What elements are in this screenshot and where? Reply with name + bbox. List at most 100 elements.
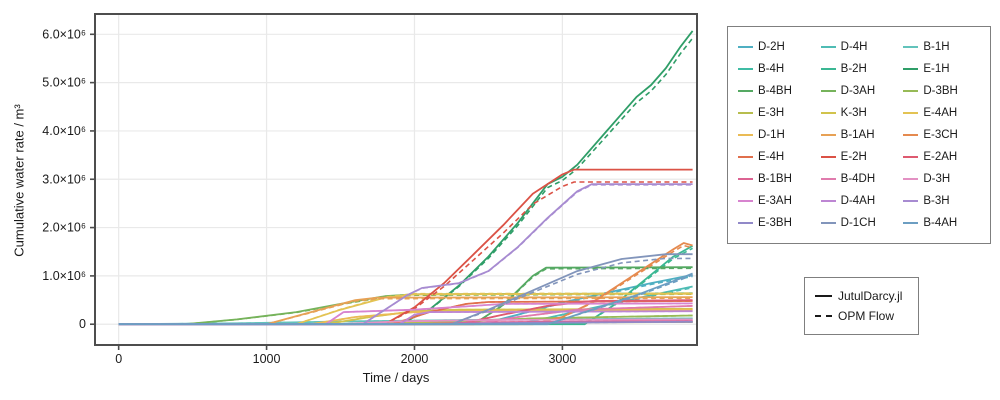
legend-model-label: OPM Flow	[838, 309, 895, 323]
legend-line-swatch	[820, 156, 836, 158]
legend-well-label: B-3H	[923, 195, 950, 207]
series-b-4bh-opmflow	[118, 267, 693, 326]
legend-line-swatch	[820, 90, 836, 92]
legend-well-label: E-3H	[758, 107, 785, 119]
legend-well-label: D-3H	[923, 173, 951, 185]
legend-line-swatch	[820, 178, 836, 180]
legend-item-d-3ah: D-3AH	[820, 85, 898, 97]
legend-well-label: D-1H	[758, 129, 785, 141]
y-tick-label: 4.0×10⁶	[42, 124, 86, 138]
legend-item-d-3bh: D-3BH	[903, 85, 980, 97]
legend-well-label: B-1H	[923, 41, 950, 53]
legend-item-opm-flow: OPM Flow	[815, 309, 908, 323]
legend-line-swatch	[820, 222, 836, 224]
legend-item-k-3h: K-3H	[820, 107, 898, 119]
legend-line-swatch	[903, 156, 919, 158]
legend-well-label: E-2H	[840, 151, 867, 163]
series-e-2h-opmflow	[118, 181, 693, 326]
legend-line-swatch	[738, 156, 753, 158]
legend-line-swatch	[820, 200, 836, 202]
legend-line-swatch	[903, 222, 919, 224]
legend-item-b-2h: B-2H	[820, 63, 898, 75]
y-tick-label: 3.0×10⁶	[42, 172, 86, 186]
series-b-3h-opmflow	[118, 184, 693, 326]
legend-well-label: D-3AH	[840, 85, 876, 97]
legend-well-label: E-3BH	[758, 217, 792, 229]
legend-line-swatch	[820, 46, 836, 48]
legend-item-b-4dh: B-4DH	[820, 173, 898, 185]
legend-item-e-4h: E-4H	[738, 151, 815, 163]
legend-well-label: D-2H	[758, 41, 785, 53]
legend-item-b-3h: B-3H	[903, 195, 980, 207]
legend-line-swatch	[738, 200, 753, 202]
legend-line-swatch	[903, 112, 919, 114]
legend-well-label: B-4BH	[758, 85, 792, 97]
legend-well-label: B-4AH	[923, 217, 958, 229]
legend-line-swatch	[738, 222, 753, 224]
series-e-3ch-opmflow	[118, 244, 693, 326]
series-lines	[118, 30, 694, 326]
legend-well-label: E-3AH	[758, 195, 792, 207]
legend-line-swatch	[738, 178, 753, 180]
series-d-1ch-jutuldarcy	[118, 253, 693, 326]
legend-item-e-3ch: E-3CH	[903, 129, 980, 141]
series-e-1h-jutuldarcy	[118, 30, 694, 326]
legend-line-swatch	[738, 46, 753, 48]
models-legend: JutulDarcy.jl OPM Flow	[804, 277, 919, 335]
legend-line-swatch	[903, 178, 919, 180]
x-axis-label: Time / days	[362, 370, 430, 385]
series-e-1h-opmflow	[118, 37, 694, 326]
legend-well-label: B-1AH	[840, 129, 875, 141]
x-tick-label: 3000	[548, 352, 576, 366]
legend-item-e-1h: E-1H	[903, 63, 980, 75]
legend-well-label: E-4AH	[923, 107, 958, 119]
legend-item-b-1bh: B-1BH	[738, 173, 815, 185]
legend-line-swatch	[820, 68, 836, 70]
legend-well-label: E-1H	[923, 63, 950, 75]
legend-item-e-4ah: E-4AH	[903, 107, 980, 119]
legend-well-label: E-3CH	[923, 129, 958, 141]
legend-item-d-3h: D-3H	[903, 173, 980, 185]
x-tick-label: 0	[115, 352, 122, 366]
legend-item-e-3h: E-3H	[738, 107, 815, 119]
legend-line-swatch	[903, 134, 919, 136]
tick-labels: 0 1000 2000 3000 0 1.0×10⁶ 2.0×10⁶ 3.0×10⁶ 4.0×1…	[42, 27, 576, 366]
legend-item-d-1ch: D-1CH	[820, 217, 898, 229]
legend-line-swatch	[738, 90, 753, 92]
legend-line-swatch	[738, 134, 753, 136]
legend-well-label: D-4H	[840, 41, 868, 53]
legend-item-e-3ah: E-3AH	[738, 195, 815, 207]
legend-well-label: E-4H	[758, 151, 785, 163]
x-tick-label: 1000	[253, 352, 281, 366]
legend-line-swatch	[903, 200, 919, 202]
legend-item-b-1h: B-1H	[903, 41, 980, 53]
y-tick-label: 6.0×10⁶	[42, 27, 86, 41]
y-axis-label: Cumulative water rate / m³	[11, 104, 27, 257]
legend-item-e-2ah: E-2AH	[903, 151, 980, 163]
legend-item-d-4h: D-4H	[820, 41, 898, 53]
y-tick-label: 2.0×10⁶	[42, 221, 86, 235]
y-tick-label: 5.0×10⁶	[42, 76, 86, 90]
x-tick-label: 2000	[401, 352, 429, 366]
series-b-4dh-opmflow	[118, 305, 693, 326]
legend-well-label: K-3H	[840, 107, 867, 119]
legend-line-swatch	[903, 46, 919, 48]
legend-well-label: D-1CH	[840, 217, 876, 229]
legend-line-swatch	[738, 112, 753, 114]
y-tick-label: 0	[79, 317, 86, 331]
legend-item-e-3bh: E-3BH	[738, 217, 815, 229]
y-tick-label: 1.0×10⁶	[42, 269, 86, 283]
legend-well-label: B-1BH	[758, 173, 792, 185]
legend-line-swatch	[738, 68, 753, 70]
legend-item-b-1ah: B-1AH	[820, 129, 898, 141]
legend-well-label: D-3BH	[923, 85, 958, 97]
legend-line-swatch	[820, 112, 836, 114]
series-d-3bh-opmflow	[118, 314, 693, 326]
legend-item-d-4ah: D-4AH	[820, 195, 898, 207]
solid-line-swatch	[815, 295, 832, 297]
legend-well-label: D-4AH	[840, 195, 876, 207]
legend-well-label: B-4H	[758, 63, 785, 75]
legend-item-e-2h: E-2H	[820, 151, 898, 163]
